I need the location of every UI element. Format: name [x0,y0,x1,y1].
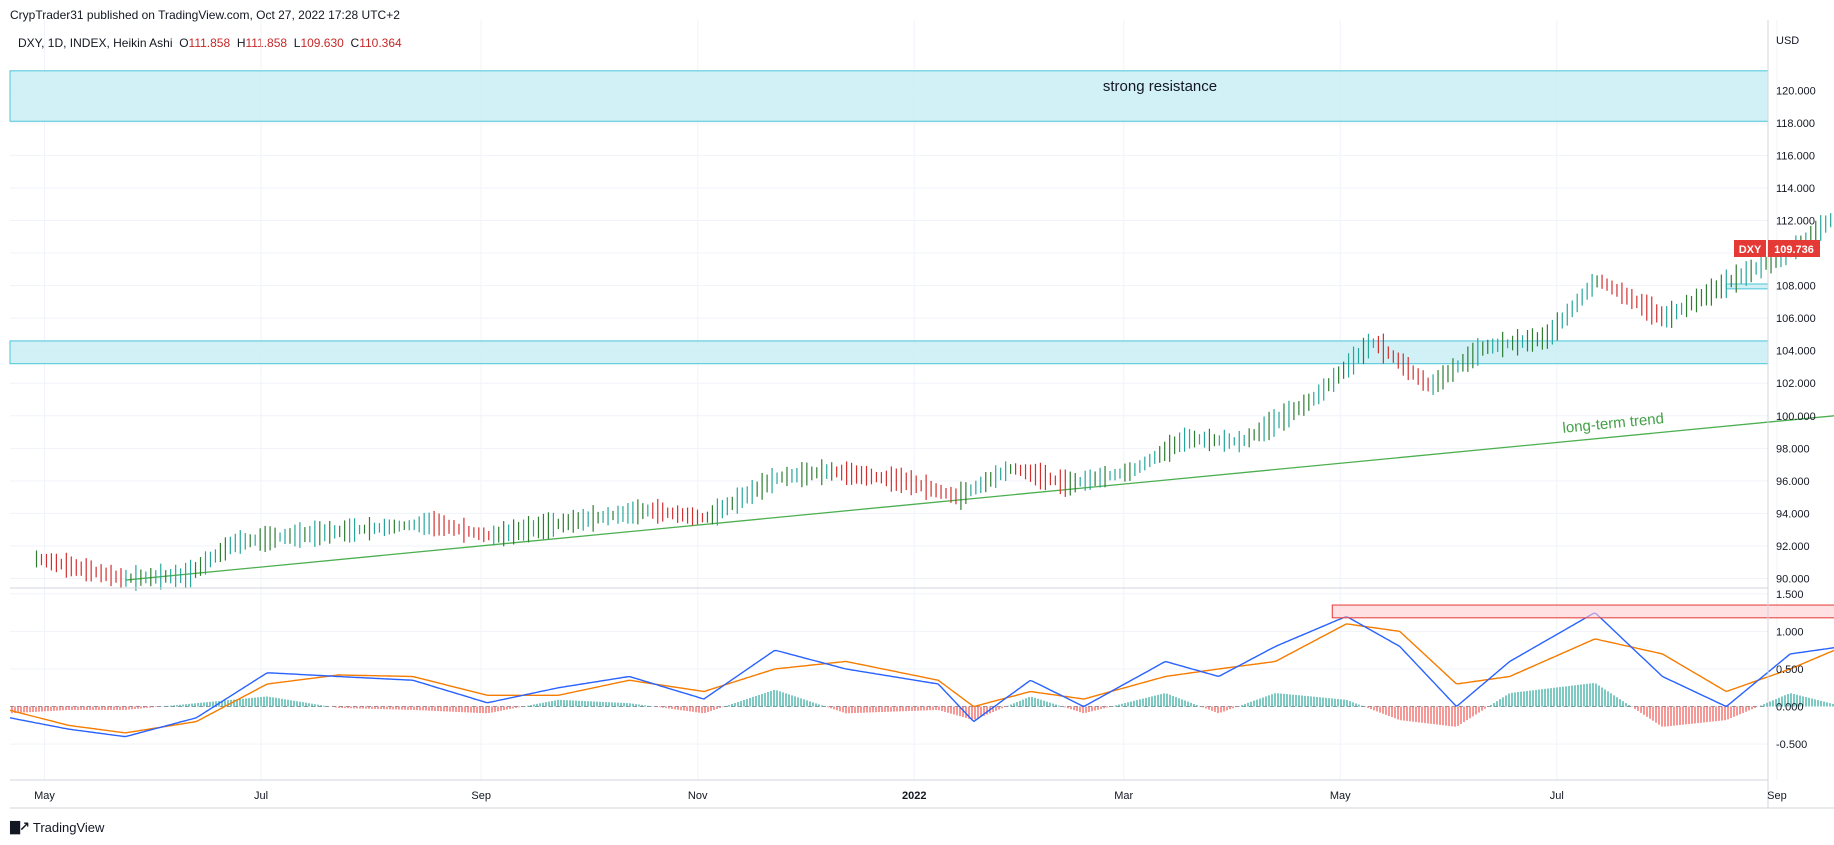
resistance-label: strong resistance [1103,78,1217,95]
price-tick-label: 114.000 [1776,183,1815,195]
currency-label: USD [1776,35,1799,47]
long-term-trendline [125,415,1834,581]
time-tick-label: Mar [1114,790,1133,802]
price-zones [9,70,1769,365]
price-axis: 120.000118.000116.000114.000112.000110.0… [1776,85,1816,585]
price-tick-label: 92.000 [1776,541,1810,553]
slow-signal-line [9,623,1834,734]
time-axis: MayJulSepNov2022MarMayJulSepNov2023MarMa… [34,790,1787,802]
tradingview-mark-icon: ▇↗ [10,819,30,834]
brand-name: TradingView [32,819,105,835]
low-label: L [293,36,301,50]
fast-signal-line [9,612,1834,738]
time-tick-label: Sep [471,790,491,802]
oscillator-pane [9,604,1834,738]
open-value: 111.858 [188,36,231,50]
close-value: 110.364 [359,36,402,50]
open-label: O [179,36,189,50]
badge-ticker: DXY [1739,244,1762,256]
oscillator-tick-label: 1.500 [1776,589,1804,601]
price-tick-label: 98.000 [1776,443,1810,455]
strong-resistance-zone [9,70,1769,122]
symbol-ohlc-line: DXY, 1D, INDEX, Heikin Ashi O111.858 H11… [18,36,402,50]
badge-price: 109.736 [1774,244,1814,256]
price-tick-label: 106.000 [1776,313,1816,325]
publish-info: CrypTrader31 published on TradingView.co… [10,8,400,22]
price-tick-label: 90.000 [1776,573,1810,585]
oscillator-axis: 1.500 1.000 0.500 0.000 -0.500 [1776,589,1807,751]
tradingview-logo[interactable]: ▇↗ TradingView [10,819,104,835]
oscillator-tick-label: 1.000 [1776,626,1804,638]
oscillator-tick-label: -0.500 [1776,739,1807,751]
time-tick-label: Nov [688,790,708,802]
mid-support-zone [1725,283,1769,290]
price-tick-label: 100.000 [1776,411,1816,423]
grid-lines [10,20,1778,780]
price-tick-label: 116.000 [1776,150,1815,162]
time-tick-label: May [34,790,55,802]
price-badge: DXY 109.736 [1734,240,1820,257]
symbol-name: DXY, 1D, INDEX, Heikin Ashi [18,36,173,50]
badge-ticker-bg [1734,240,1766,257]
axes: USD [10,20,1834,809]
high-label: H [236,36,246,50]
price-bars [35,213,1832,591]
price-tick-label: 112.000 [1776,216,1815,228]
trend-layer [125,415,1834,581]
major-support-zone [9,340,1769,365]
divergence-box [1331,604,1834,619]
oscillator-tick-label: 0.000 [1776,702,1804,714]
close-label: C [350,36,360,50]
price-tick-label: 94.000 [1776,508,1810,520]
time-tick-label: Jul [254,790,268,802]
price-tick-label: 96.000 [1776,476,1810,488]
price-tick-label: 118.000 [1776,118,1815,130]
time-tick-label: Sep [1767,790,1787,802]
time-tick-label: Jul [1550,790,1564,802]
trend-label: long-term trend [1562,410,1665,437]
time-tick-label: May [1330,790,1351,802]
price-tick-label: 104.000 [1776,346,1816,358]
low-value: 109.630 [300,36,344,50]
oscillator-tick-label: 0.500 [1776,664,1804,676]
price-tick-label: 120.000 [1776,85,1816,97]
price-tick-label: 102.000 [1776,378,1816,390]
badge-price-bg [1768,240,1820,257]
high-value: 111.858 [245,36,288,50]
price-tick-label: 108.000 [1776,281,1816,293]
time-tick-label: 2022 [902,790,926,802]
